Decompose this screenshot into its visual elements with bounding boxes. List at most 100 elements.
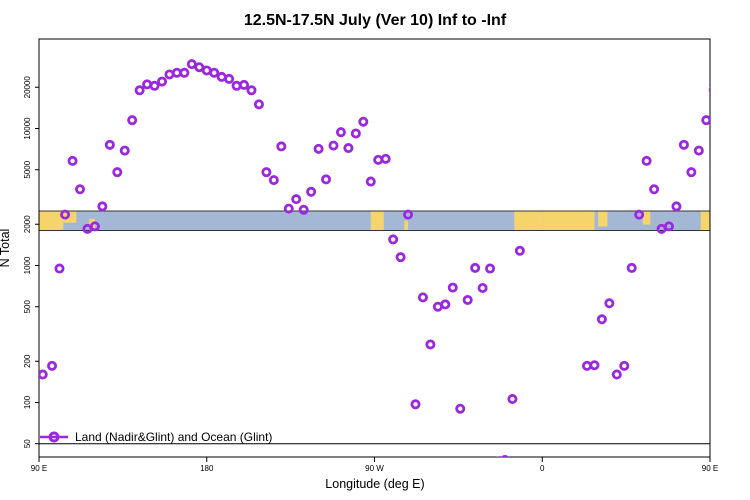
data-point <box>589 360 600 371</box>
data-point <box>425 339 436 350</box>
data-point <box>740 71 747 78</box>
data-point <box>358 116 369 127</box>
data-point <box>619 360 630 371</box>
data-point <box>54 263 65 274</box>
data-point <box>447 282 458 293</box>
legend-entry-label: Land (Nadir&Glint) and Ocean (Glint) <box>75 430 272 444</box>
data-point <box>343 143 354 154</box>
data-point <box>261 167 272 178</box>
data-point <box>477 282 488 293</box>
data-point <box>97 201 108 212</box>
x-axis: 90 E 180 90 W 0 90 E <box>31 457 718 473</box>
data-point <box>60 209 71 220</box>
data-point <box>335 127 346 138</box>
data-point <box>67 155 78 166</box>
data-point <box>231 80 242 91</box>
data-point <box>313 143 324 154</box>
x-axis-label: Longitude (deg E) <box>325 477 424 491</box>
data-point <box>725 82 732 89</box>
data-point <box>671 201 682 212</box>
data-point <box>328 140 339 151</box>
land-patch <box>700 210 710 231</box>
land-patch <box>370 210 384 231</box>
data-point <box>514 245 525 256</box>
y-tick-label: 2000 <box>23 215 32 233</box>
legend: Land (Nadir&Glint) and Ocean (Glint) <box>40 430 272 444</box>
data-point <box>365 176 376 187</box>
data-point <box>663 221 674 232</box>
data-point <box>403 209 414 220</box>
data-point <box>253 99 264 110</box>
data-point <box>373 154 384 165</box>
data-point <box>495 456 500 457</box>
map-strip-land <box>39 210 710 231</box>
y-axis: 50 100 200 500 1000 2000 5000 10000 20000 <box>23 76 39 448</box>
data-point <box>291 194 302 205</box>
data-point <box>649 184 660 195</box>
y-tick-label: 100 <box>23 395 32 409</box>
data-point <box>388 234 399 245</box>
data-point <box>701 115 710 126</box>
data-point <box>246 85 257 96</box>
data-point <box>157 76 168 87</box>
land-patch <box>598 210 608 227</box>
legend-marker <box>48 431 60 443</box>
y-tick-label: 1000 <box>23 256 32 274</box>
y-tick-label: 200 <box>23 354 32 368</box>
x-tick-label: 180 <box>200 464 214 473</box>
data-point <box>321 174 332 185</box>
data-point <box>708 86 710 94</box>
data-point <box>455 403 466 414</box>
data-point <box>678 139 689 150</box>
data-point <box>104 139 115 150</box>
data-point <box>507 394 518 405</box>
land-patch <box>39 210 64 231</box>
data-point <box>119 145 130 156</box>
data-point <box>634 209 645 220</box>
plot-frame <box>38 38 711 458</box>
y-tick-label: 50 <box>23 439 32 448</box>
data-point <box>134 85 145 96</box>
x-tick-label: 90 W <box>365 464 384 473</box>
y-tick-label: 5000 <box>23 160 32 178</box>
data-point <box>718 81 725 88</box>
y-tick-label: 10000 <box>23 117 32 140</box>
data-point <box>47 360 58 371</box>
map-strip <box>39 210 710 231</box>
data-point <box>75 184 86 195</box>
data-point <box>209 67 220 78</box>
data-point <box>179 67 190 78</box>
y-tick-label: 500 <box>23 300 32 314</box>
data-point <box>112 167 123 178</box>
data-point <box>127 115 138 126</box>
land-patch <box>63 210 77 223</box>
data-point <box>39 369 48 380</box>
y-tick-label: 20000 <box>23 76 32 99</box>
data-point <box>283 203 294 214</box>
data-point <box>395 252 406 263</box>
data-point <box>298 204 309 215</box>
data-point <box>142 79 153 90</box>
data-point <box>89 221 100 232</box>
data-point <box>732 78 739 85</box>
data-point <box>276 141 287 152</box>
data-point <box>306 186 317 197</box>
data-point <box>417 292 428 303</box>
data-point <box>693 145 704 156</box>
chart-title: 12.5N-17.5N July (Ver 10) Inf to -Inf <box>244 12 507 29</box>
land-patch <box>542 210 595 231</box>
data-point <box>224 73 235 84</box>
data-point <box>470 262 481 273</box>
x-tick-label: 0 <box>540 464 545 473</box>
data-point <box>410 399 421 410</box>
x-tick-label: 90 E <box>702 464 718 473</box>
land-patch <box>642 210 651 225</box>
data-point <box>626 262 637 273</box>
x-tick-label: 90 E <box>31 464 47 473</box>
data-point <box>239 79 250 90</box>
data-point <box>268 175 279 186</box>
data-point <box>164 69 175 80</box>
data-point <box>604 298 615 309</box>
data-point <box>350 128 361 139</box>
data-point <box>641 155 652 166</box>
